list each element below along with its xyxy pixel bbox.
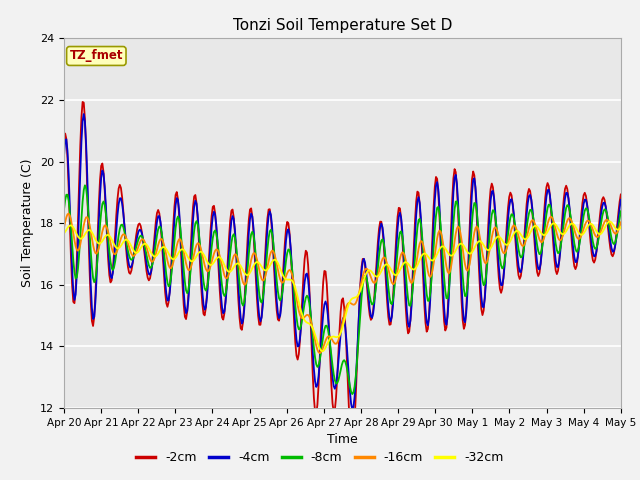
Text: TZ_fmet: TZ_fmet — [70, 49, 123, 62]
Title: Tonzi Soil Temperature Set D: Tonzi Soil Temperature Set D — [233, 18, 452, 33]
Y-axis label: Soil Temperature (C): Soil Temperature (C) — [22, 159, 35, 288]
X-axis label: Time: Time — [327, 433, 358, 446]
Legend: -2cm, -4cm, -8cm, -16cm, -32cm: -2cm, -4cm, -8cm, -16cm, -32cm — [131, 446, 509, 469]
